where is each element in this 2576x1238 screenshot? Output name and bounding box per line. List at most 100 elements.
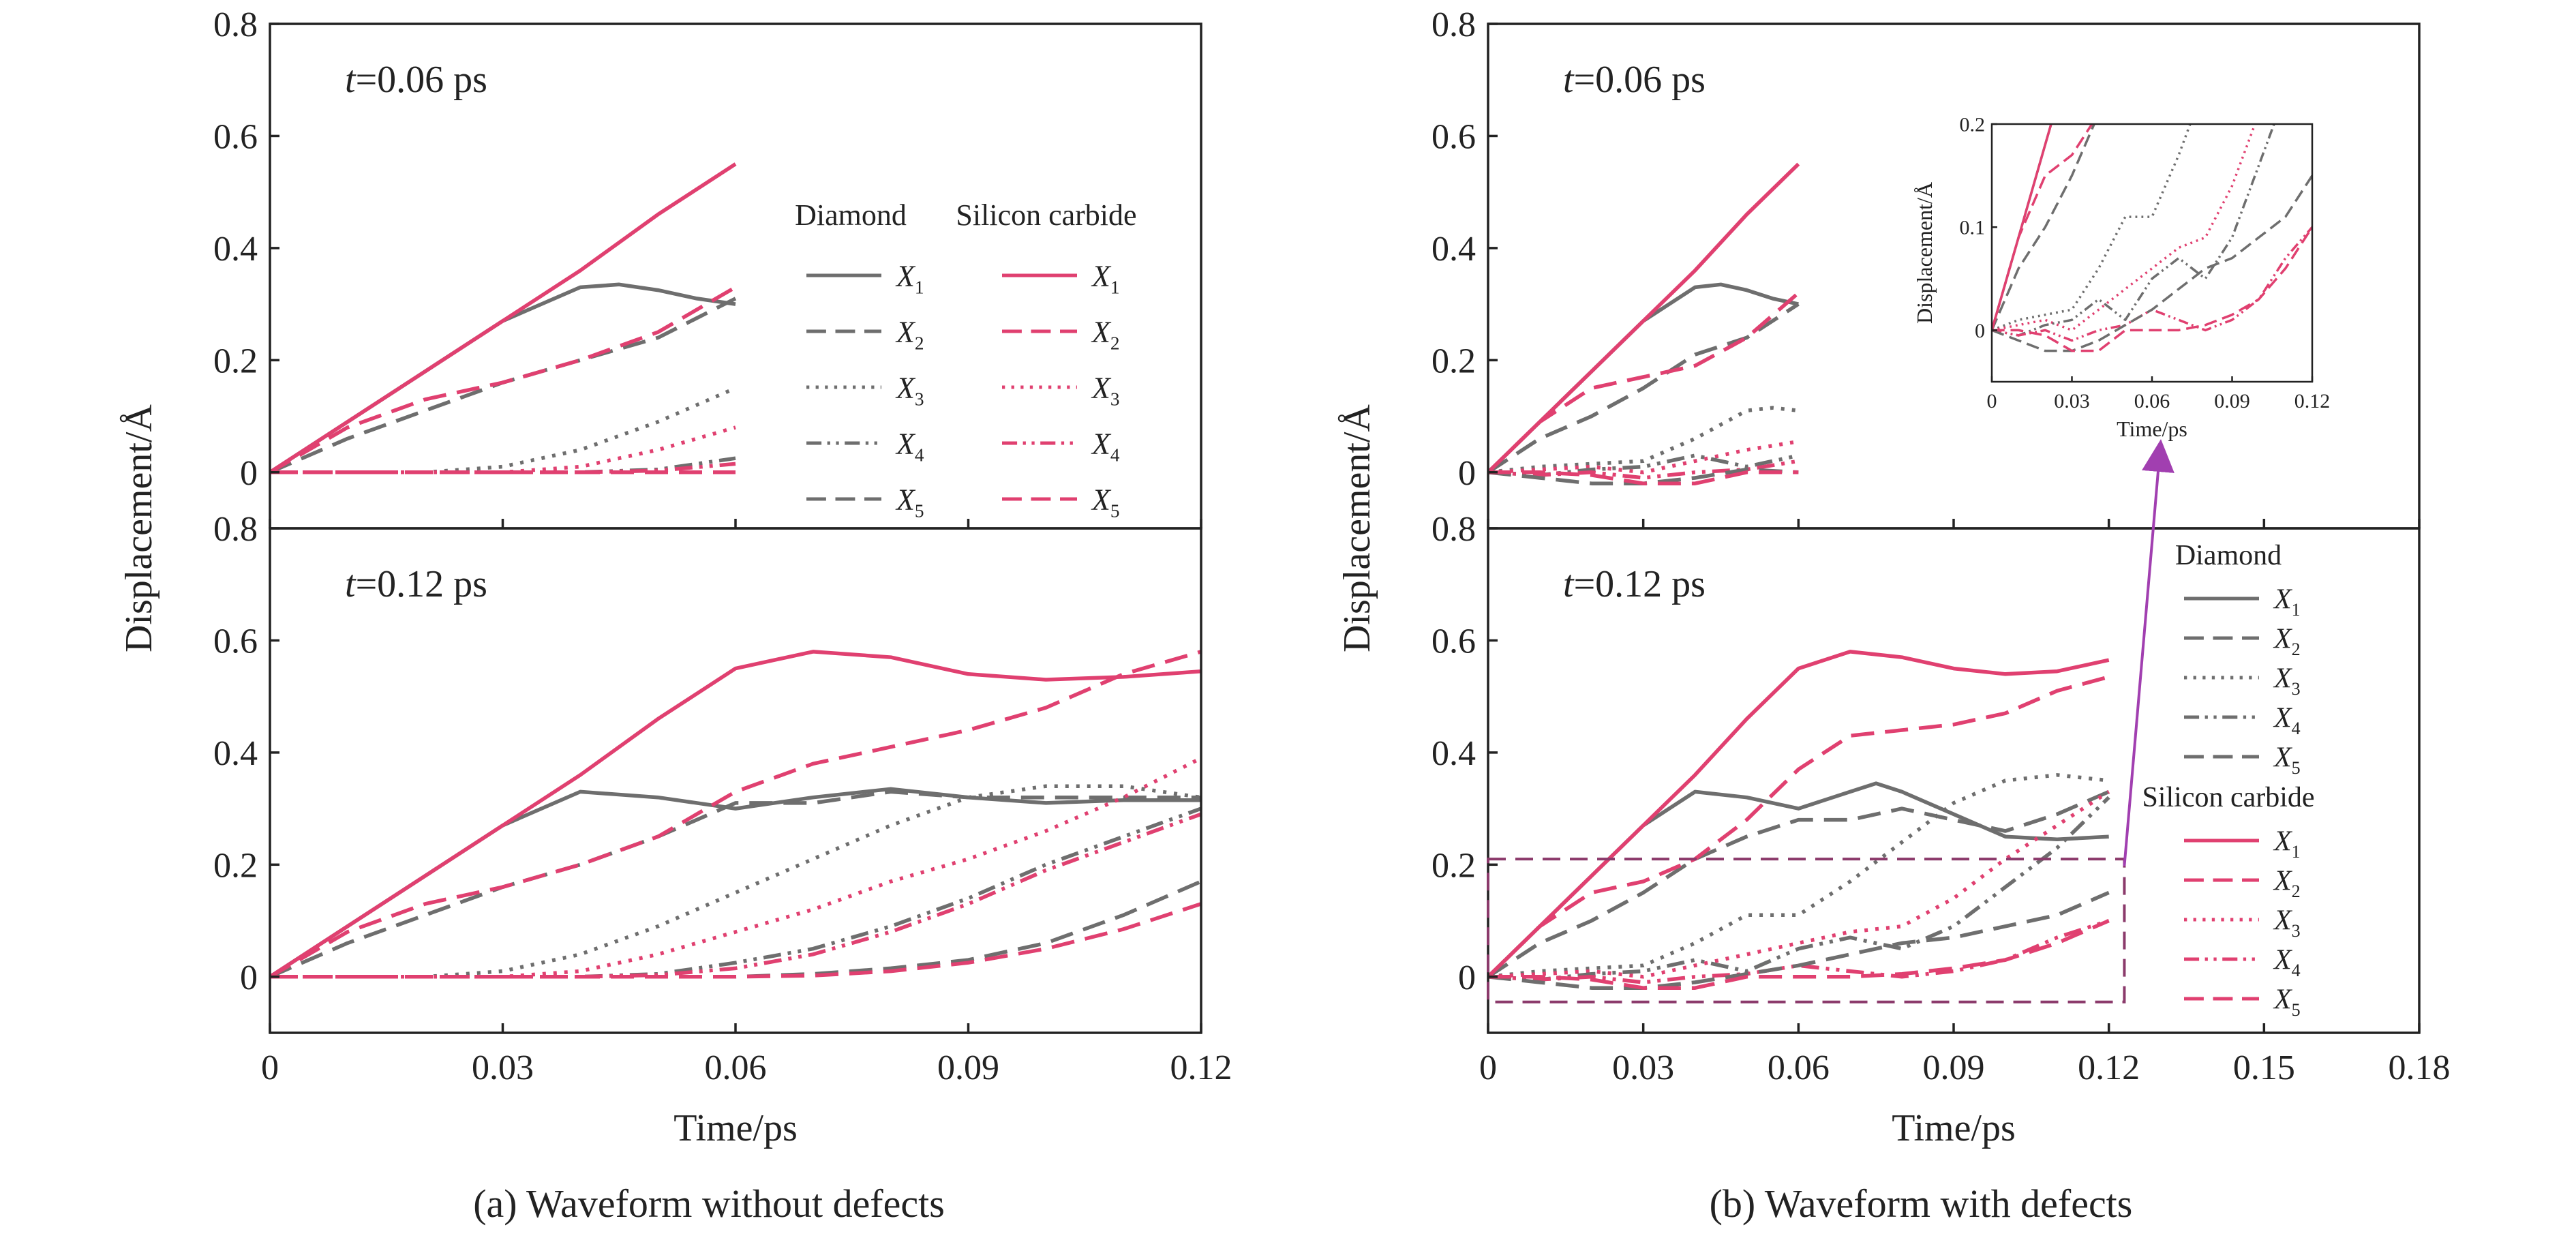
legend-symbol: X (2273, 584, 2293, 616)
x-tick-label: 0.06 (1768, 1048, 1830, 1087)
series-sic-x4 (1488, 918, 2110, 984)
legend-label-sic-x3: X3 (2273, 905, 2301, 941)
y-tick-label: 0 (240, 454, 258, 493)
series-diamond-x3 (1992, 124, 2192, 332)
series-sic-x5 (1488, 470, 1799, 485)
legend-subscript: 5 (2292, 1000, 2301, 1020)
time-symbol: t (1563, 59, 1575, 101)
legend-label-diamond-x4: X4 (895, 427, 924, 465)
series-diamond-x1 (270, 787, 1201, 979)
caption-a: (a) Waveform without defects (473, 1181, 945, 1226)
time-annotation: t=0.06 ps (345, 59, 487, 101)
legend-subscript: 1 (915, 277, 924, 297)
x-tick-label: 0 (1479, 1048, 1497, 1087)
legend-label-sic-x1: X1 (1091, 259, 1120, 297)
legend-symbol: X (1091, 259, 1112, 292)
series-sic-x2 (1488, 675, 2110, 978)
legend-symbol: X (895, 371, 916, 404)
legend-label-sic-x4: X4 (1091, 427, 1120, 465)
legend-label-sic-x2: X2 (1091, 315, 1120, 353)
x-tick-label: 0.09 (937, 1048, 999, 1087)
series-diamond-x3 (1488, 773, 2109, 979)
series-diamond-x3 (270, 784, 1201, 979)
x-tick-label: 0.03 (2054, 390, 2090, 412)
time-symbol: t (345, 563, 357, 605)
time-value: =0.06 ps (1574, 59, 1706, 101)
time-value: =0.06 ps (356, 59, 487, 101)
y-tick-label: 0.2 (1431, 847, 1476, 886)
series-sic-x3 (1488, 439, 1799, 474)
time-value: =0.12 ps (356, 563, 487, 605)
series-diamond-x2 (270, 789, 1201, 979)
legend-subscript: 5 (2292, 758, 2301, 778)
legend-label-diamond-x5: X5 (2273, 742, 2301, 779)
panel-b-inset: 0 0.1 0.2 0 0.03 0.06 0.09 0.12 Time/ps Displacem… (1912, 114, 2330, 442)
legend-label-diamond-x1: X1 (895, 259, 924, 297)
x-tick-label: 0.18 (2389, 1048, 2451, 1087)
legend-subscript: 4 (2292, 961, 2301, 980)
legend-title-sic: Silicon carbide (2142, 782, 2314, 813)
legend-label-sic-x1: X1 (2273, 826, 2301, 862)
legend-title-diamond: Diamond (2175, 540, 2282, 571)
time-symbol: t (1563, 563, 1575, 605)
x-tick-label: 0 (261, 1048, 279, 1087)
legend-subscript: 3 (915, 389, 924, 409)
series-sic-x5 (1488, 919, 2110, 990)
legend-label-diamond-x1: X1 (2273, 584, 2301, 620)
series-diamond-x4 (270, 806, 1201, 979)
legend-symbol: X (2273, 703, 2293, 734)
x-tick-label: 0.06 (2134, 390, 2170, 412)
series-diamond-x5 (1488, 890, 2110, 990)
panel-a-bottom: 0 0.2 0.4 0.6 0.8 0 0.03 0.06 0.09 0.12 t=0.12 ps T… (213, 510, 1232, 1149)
legend-symbol: X (2273, 624, 2293, 655)
series-sic-x2 (270, 650, 1201, 979)
y-tick-label: 0.4 (213, 230, 258, 269)
legend-label-sic-x5: X5 (1091, 483, 1120, 521)
time-symbol: t (345, 59, 357, 101)
time-annotation: t=0.12 ps (345, 563, 487, 605)
time-value: =0.12 ps (1574, 563, 1706, 605)
time-annotation: t=0.12 ps (1563, 563, 1706, 605)
y-tick-label: 0.6 (1431, 622, 1476, 661)
legend-subscript: 2 (2292, 881, 2301, 901)
y-tick-label: 0.6 (1431, 118, 1476, 157)
legend-symbol: X (2273, 742, 2293, 774)
x-axis-label: Time/ps (1892, 1107, 2016, 1149)
y-tick-label: 0.2 (1960, 114, 1986, 136)
legend-subscript: 3 (2292, 679, 2301, 699)
y-tick-label: 0 (1975, 320, 1985, 342)
panel-b-bottom: 0 0.2 0.4 0.6 0.8 0 0.03 0.06 0.09 0.12 0.15 0.18 t=… (1431, 510, 2451, 1149)
series-diamond-x2 (270, 297, 737, 474)
x-tick-label: 0.12 (1170, 1048, 1232, 1087)
legend-label-diamond-x3: X3 (2273, 663, 2301, 699)
legend-symbol: X (1091, 371, 1112, 404)
series-sic-x1 (270, 162, 737, 474)
series-diamond-x4 (1992, 124, 2275, 337)
y-tick-label: 0.4 (1431, 230, 1476, 269)
legend-symbol: X (2273, 905, 2293, 937)
series-diamond-x4 (1488, 796, 2110, 982)
legend-subscript: 2 (2292, 639, 2301, 659)
legend-symbol: X (2273, 663, 2293, 695)
legend-symbol: X (1091, 427, 1112, 460)
caption-b: (b) Waveform with defects (1709, 1181, 2133, 1226)
legend-subscript: 2 (1110, 333, 1120, 353)
legend-subscript: 1 (2292, 842, 2301, 862)
y-tick-label: 0 (240, 958, 258, 997)
y-tick-label: 0.4 (213, 734, 258, 773)
legend-label-sic-x4: X4 (2273, 945, 2301, 981)
y-tick-label: 0.4 (1431, 734, 1476, 773)
x-tick-label: 0.12 (2078, 1048, 2140, 1087)
legend-title-diamond: Diamond (795, 198, 907, 232)
zoom-region-box (1487, 858, 2126, 1003)
time-annotation: t=0.06 ps (1563, 59, 1706, 101)
legend-subscript: 4 (1110, 444, 1120, 465)
series-sic-x3 (270, 756, 1201, 979)
legend-symbol: X (1091, 483, 1112, 516)
legend-label-sic-x3: X3 (1091, 371, 1120, 409)
y-tick-label: 0.6 (213, 118, 258, 157)
series-sic-x3 (270, 425, 736, 474)
y-tick-label: 0.8 (1431, 510, 1476, 549)
zoom-annotation (1487, 439, 2175, 1003)
